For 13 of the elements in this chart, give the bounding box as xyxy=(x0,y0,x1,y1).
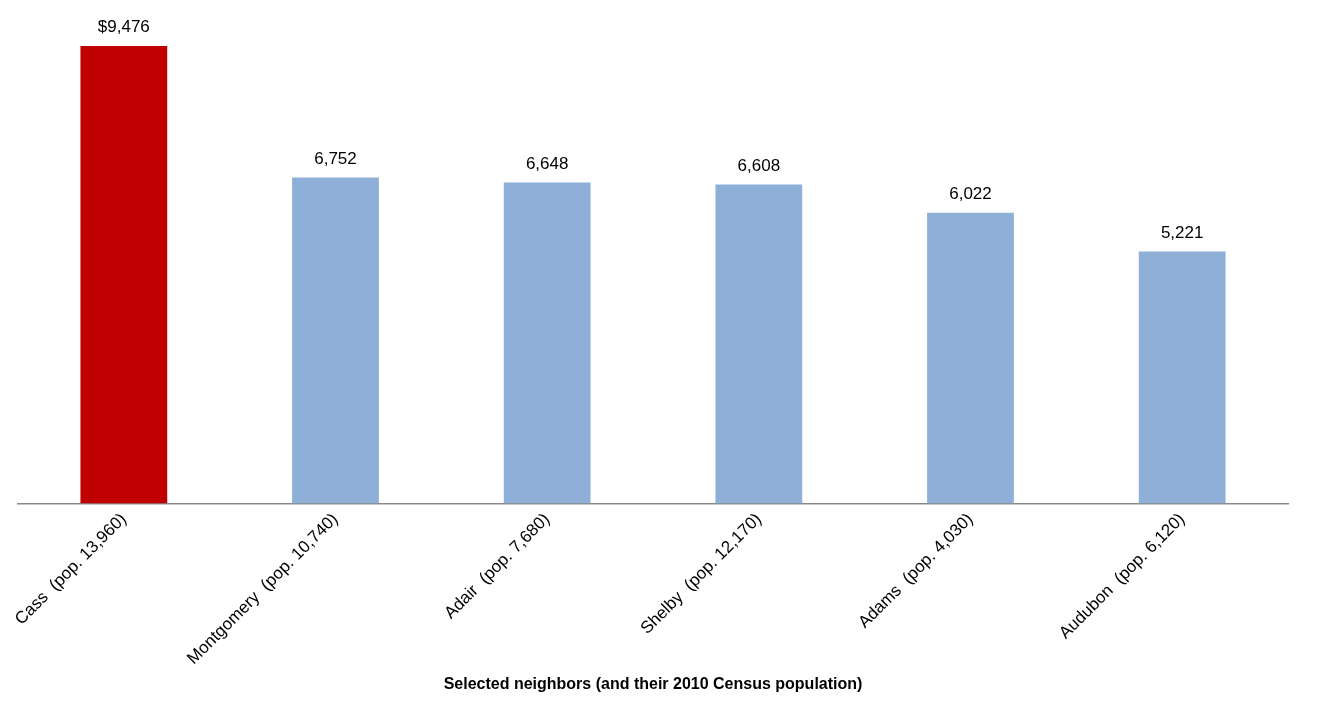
data-label: 6,648 xyxy=(525,153,569,173)
data-label: $9,476 xyxy=(97,17,150,37)
bar xyxy=(503,182,591,504)
data-label: 5,221 xyxy=(1160,222,1204,242)
data-label: 6,752 xyxy=(314,148,357,168)
bar xyxy=(1138,251,1226,504)
x-axis-title: Selected neighbors (and their 2010 Census population) xyxy=(443,674,863,692)
data-label: 6,022 xyxy=(949,183,992,203)
bar xyxy=(715,184,803,504)
bar xyxy=(80,46,168,504)
bar xyxy=(292,177,379,504)
bar xyxy=(927,212,1014,504)
data-label: 6,608 xyxy=(737,155,781,175)
